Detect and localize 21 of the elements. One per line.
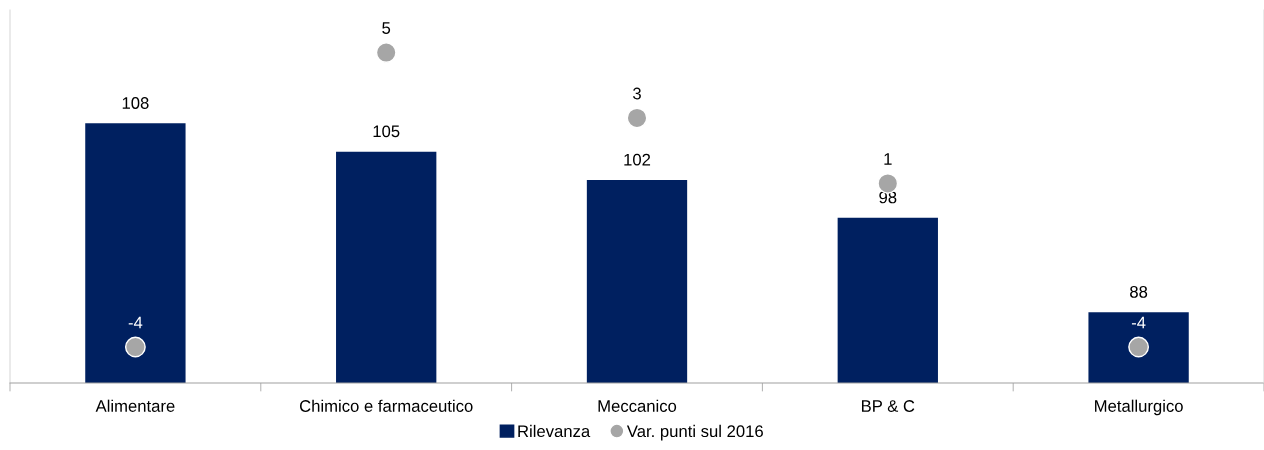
data-label: 1 bbox=[884, 153, 892, 165]
data-label: 105 bbox=[373, 125, 400, 138]
data-label: 5 bbox=[382, 22, 391, 34]
data-label: -4 bbox=[1131, 316, 1146, 329]
legend-label: Var. punti sul 2016 bbox=[626, 424, 763, 441]
data-label: 102 bbox=[624, 153, 651, 166]
data-label: -4 bbox=[128, 316, 143, 329]
x-tick-label: Meccanico bbox=[598, 399, 677, 412]
legend-label: Rilevanza bbox=[518, 424, 591, 438]
point bbox=[124, 336, 146, 358]
point bbox=[1128, 336, 1150, 358]
x-tick-label: Metallurgico bbox=[1095, 399, 1183, 416]
point bbox=[626, 107, 648, 129]
data-label: 3 bbox=[633, 87, 641, 100]
point bbox=[375, 42, 397, 63]
x-tick-label: Alimentare bbox=[95, 399, 175, 412]
x-tick-label: BP & C bbox=[861, 400, 915, 412]
data-label: 98 bbox=[879, 191, 897, 204]
data-label: 108 bbox=[122, 97, 149, 109]
x-tick-label: Chimico e farmaceutico bbox=[299, 399, 473, 412]
data-label: 88 bbox=[1130, 285, 1148, 298]
